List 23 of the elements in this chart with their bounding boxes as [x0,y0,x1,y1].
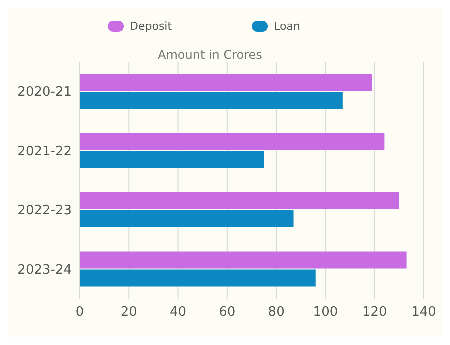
y-tick-label: 2022-23 [18,204,72,219]
bar [80,270,316,287]
bar [80,192,400,210]
x-tick-label: 60 [219,305,236,320]
legend-label: Loan [274,20,300,33]
bar [80,151,264,168]
bar [80,92,343,109]
x-tick-label: 40 [170,305,187,320]
y-tick-label: 2020-21 [18,85,72,100]
legend-label: Deposit [130,20,172,33]
x-tick-label: 80 [268,305,285,320]
y-tick-label: 2021-22 [18,144,72,160]
x-tick-label: 20 [120,305,138,320]
bar [80,133,385,150]
x-tick-label: 140 [412,305,436,320]
x-tick-label: 120 [362,305,388,320]
x-tick-label: 0 [76,305,84,320]
x-tick-label: 100 [313,305,338,320]
bar [80,74,372,91]
x-axis-title: Amount in Crores [158,48,262,62]
bar [80,252,407,269]
y-tick-label: 2023-24 [18,262,72,278]
bar [80,210,294,228]
